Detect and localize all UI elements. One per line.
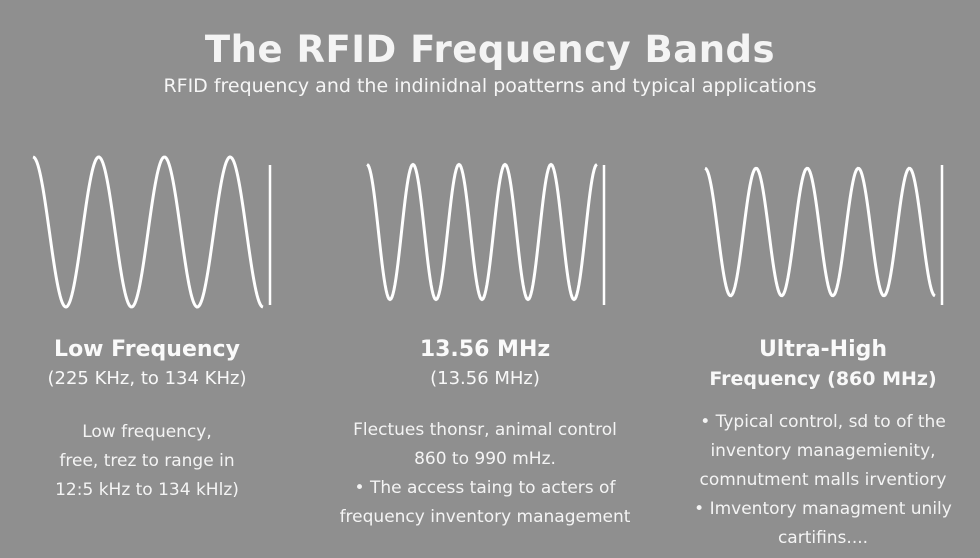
band-uhf: Ultra-High Frequency (860 MHz) • Typical… <box>663 336 980 553</box>
band-heading: 13.56 MHz <box>419 337 551 362</box>
band-line: cartifins.... <box>777 528 869 548</box>
band-range: (13.56 MHz) <box>430 368 540 389</box>
band-hf: 13.56 MHz (13.56 MHz) Flectues thonsr, a… <box>325 336 645 532</box>
band-range: Frequency (860 MHz) <box>709 368 937 390</box>
band-line: 860 to 990 mHz. <box>414 449 556 469</box>
band-line: • Imventory managment unily <box>694 499 952 519</box>
wave-line <box>366 162 598 302</box>
band-line: comnutment malls irventiory <box>699 470 947 490</box>
low-frequency-wave-icon <box>32 155 272 309</box>
band-line: Flectues thonsr, animal control <box>353 420 617 440</box>
band-line: 12:5 kHz to 134 kHlz) <box>55 480 239 500</box>
band-low-frequency: Low Frequency (225 KHz, to 134 KHz) Low … <box>0 336 307 505</box>
band-line: frequency inventory management <box>339 507 631 527</box>
band-line: • The access taing to acters of <box>354 478 616 498</box>
band-line: free, trez to range in <box>59 451 235 471</box>
band-line: Low frequency, <box>82 422 212 442</box>
band-line: • Typical control, sd to of the <box>700 412 946 432</box>
page-subtitle: RFID frequency and the indinidnal poatte… <box>163 75 817 97</box>
band-range: (225 KHz, to 134 KHz) <box>47 368 247 389</box>
uhf-wave-icon <box>704 165 944 305</box>
band-heading: Low Frequency <box>54 337 240 362</box>
hf-wave-icon <box>366 162 606 305</box>
wave-line <box>704 166 936 298</box>
wave-line <box>32 155 264 309</box>
band-line: inventory managemienity, <box>710 441 936 461</box>
page-title: The RFID Frequency Bands <box>204 28 776 71</box>
band-heading: Ultra-High <box>758 337 888 362</box>
